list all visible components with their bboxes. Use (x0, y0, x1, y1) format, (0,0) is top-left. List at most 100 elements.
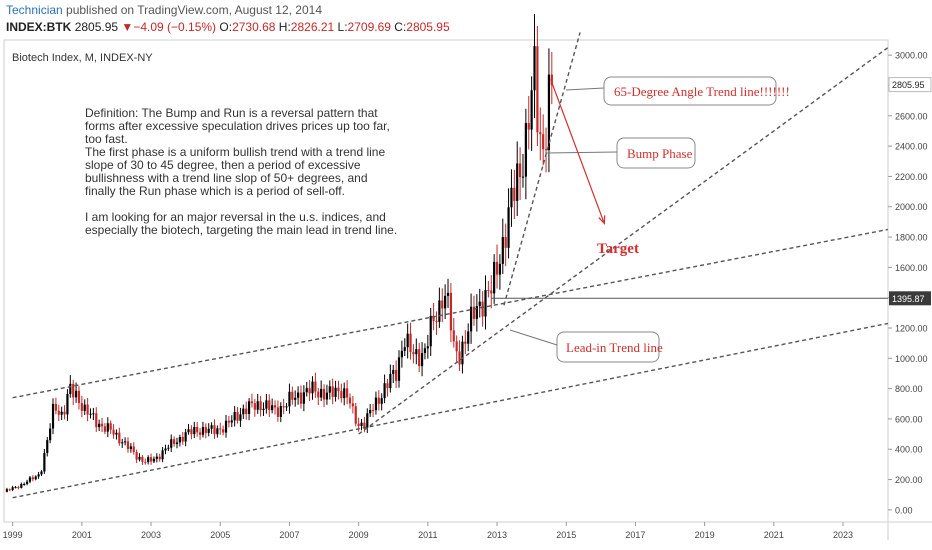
plot-area[interactable] (3, 39, 889, 523)
candle-body (334, 387, 337, 397)
candle-body (161, 450, 164, 460)
candle-body (184, 432, 187, 442)
candle-body (357, 423, 360, 426)
level-price-badge (889, 291, 931, 306)
candle-body (178, 436, 181, 443)
candle-body (152, 458, 156, 462)
candle-body (126, 441, 130, 449)
candle-body (51, 403, 55, 429)
candle-body (121, 442, 124, 444)
candle-body (173, 439, 176, 445)
candle-body (49, 428, 52, 441)
candle-body (386, 383, 389, 389)
candle-body (239, 414, 242, 421)
candle-body (420, 353, 424, 367)
callout-box (556, 331, 660, 363)
candle-body (464, 341, 467, 344)
candle-body (92, 413, 95, 415)
candle-body (296, 392, 300, 398)
candle-body (406, 333, 409, 348)
candle-body (207, 428, 210, 433)
candle-body (193, 426, 196, 435)
definition-line: finally the Run phase which is a period … (85, 184, 345, 198)
candle-body (60, 411, 63, 415)
y-tick-label: 2600.00 (895, 111, 928, 121)
candle-body (308, 388, 311, 394)
candle-body (446, 292, 450, 296)
candle-body (233, 411, 236, 421)
definition-line: especially the biotech, targeting the ma… (85, 223, 397, 237)
callout-bump-label: Bump Phase (627, 146, 693, 161)
candle-body (311, 381, 314, 394)
candle-body (412, 351, 415, 355)
candle-body (141, 456, 144, 462)
definition-line: I am looking for an major reversal in th… (85, 210, 386, 224)
candle-body (175, 442, 179, 445)
author-link[interactable]: Technician (6, 3, 63, 17)
candle-body (498, 263, 502, 275)
candle-body (467, 331, 470, 344)
candle-body (147, 457, 150, 462)
ohlc-line: INDEX:BTK 2805.95 ▼−4.09 (−0.15%) O:2730… (6, 20, 450, 34)
candle-body (268, 400, 271, 411)
candle-body (455, 341, 458, 352)
candle-body (547, 74, 551, 151)
candle-body (418, 349, 421, 367)
symbol-label[interactable]: INDEX:BTK (6, 20, 72, 34)
candle-body (395, 369, 398, 381)
candle-body (227, 420, 230, 423)
callout-lead-in[interactable]: Lead-in Trend line (509, 329, 663, 363)
candle-body (222, 429, 225, 433)
x-tick-label: 2013 (487, 530, 507, 540)
candle-body (43, 452, 46, 472)
candle-body (265, 400, 268, 409)
last-price-badge (888, 77, 932, 93)
callout-pointer (509, 329, 558, 346)
candle-body (449, 292, 453, 331)
last-price: 2805.95 (74, 20, 119, 34)
candle-body (472, 306, 476, 319)
candle-body (487, 290, 490, 292)
candle-body (285, 406, 288, 408)
x-tick-label: 2001 (72, 530, 92, 540)
x-axis-ticks: 1999 2001 2003 2005 2007 2009 2011 2013 2015 2017… (3, 522, 853, 540)
candlestick-series (5, 14, 553, 493)
candle-body (149, 457, 153, 462)
candle-body (348, 397, 352, 404)
high-label: H: (278, 20, 291, 34)
definition-line: too fast. (85, 132, 128, 146)
candle-body (484, 290, 487, 317)
open-label: O: (219, 20, 233, 34)
candle-body (204, 427, 207, 433)
candle-body (510, 187, 513, 208)
callout-bump-phase[interactable]: Bump Phase (545, 137, 696, 169)
candle-body (262, 408, 265, 411)
candle-body (490, 290, 493, 294)
candle-body (158, 456, 161, 460)
candle-body (109, 423, 112, 430)
candle-body (230, 420, 233, 423)
candle-body (478, 301, 481, 307)
close-label: C: (394, 20, 407, 34)
candle-body (103, 426, 107, 432)
price-axis[interactable] (888, 40, 932, 522)
candle-body (100, 423, 104, 427)
publish-info: published on TradingView.com, August 12,… (62, 3, 322, 17)
callout-65-degree[interactable]: 65-Degree Angle Trend line!!!!!!! (565, 76, 790, 106)
candle-body (415, 349, 418, 355)
candle-body (539, 132, 542, 135)
candle-body (144, 461, 147, 463)
y-tick-label: 400.00 (895, 445, 923, 455)
candle-body (325, 392, 329, 400)
y-tick-label: 600.00 (895, 414, 923, 424)
low-value: 2709.69 (347, 20, 391, 34)
candle-body (438, 300, 441, 322)
candle-body (322, 388, 326, 400)
candle-body (314, 381, 317, 392)
y-tick-label: 1800.00 (895, 233, 928, 243)
candle-body (374, 397, 378, 411)
candle-body (458, 351, 461, 365)
candle-body (210, 425, 213, 429)
candle-body (429, 315, 432, 347)
